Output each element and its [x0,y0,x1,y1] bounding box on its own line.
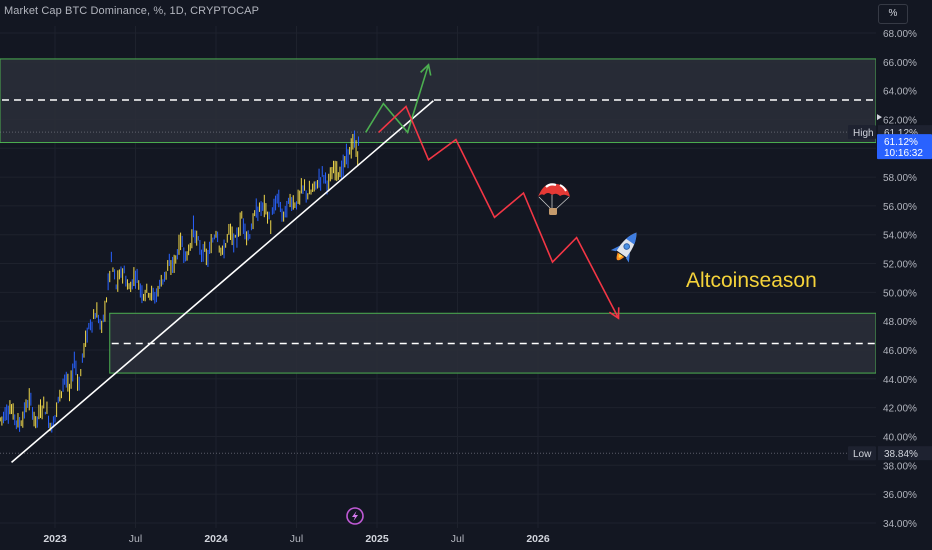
price-labels: High 61.12%Low 38.84%61.12%10:16:32 [848,114,932,461]
parachute-icon [538,183,570,215]
support-trendline [11,100,434,464]
axis-marker [877,114,882,121]
price-value-high: 61.12% [884,128,918,139]
bullish-projection [365,64,430,135]
y-tick-label: 48.00% [883,317,917,328]
y-tick-label: 56.00% [883,202,917,213]
last-price-value: 61.12% [884,137,918,148]
bearish-projection [378,105,620,319]
y-tick-label: 50.00% [883,288,917,299]
x-tick-label: 2023 [43,533,67,545]
price-axis: 68.00%66.00%64.00%62.00%60.00%58.00%56.0… [876,0,932,550]
x-tick-label: Jul [129,533,142,545]
projections [365,63,620,320]
last-price-countdown: 10:16:32 [884,148,923,159]
price-value-low: 38.84% [884,449,918,460]
time-axis: 2023 Jul 2024 Jul 2025 Jul 2026 [0,528,876,550]
x-tick-label: Jul [290,533,303,545]
y-tick-label: 46.00% [883,346,917,357]
y-tick-label: 44.00% [883,375,917,386]
y-tick-label: 64.00% [883,87,917,98]
price-tag-low [848,446,876,461]
time-axis-bg [0,528,876,550]
lightning-icon[interactable] [346,507,364,525]
x-tick-label: 2026 [526,533,550,545]
y-tick-label: 42.00% [883,404,917,415]
zones [0,58,877,454]
y-tick-label: 58.00% [883,173,917,184]
y-tick-label: 38.00% [883,461,917,472]
y-tick-label: 62.00% [883,115,917,126]
bearish-projection-arrowhead [608,307,620,320]
y-tick-label: 40.00% [883,432,917,443]
x-tick-label: 2025 [365,533,389,545]
y-tick-label: 34.00% [883,519,917,530]
last-price-box [877,134,932,160]
y-tick-label: 36.00% [883,490,917,501]
icons [346,183,637,525]
price-tag-label-low: Low [853,449,872,460]
x-tick-label: Jul [451,533,464,545]
y-tick-label: 54.00% [883,231,917,242]
y-tick-label: 66.00% [883,58,917,69]
x-tick-label: 2024 [204,533,228,545]
altcoinseason-annotation: Altcoinseason [686,269,817,292]
rocket-icon [610,232,637,263]
price-tag-label-high: High [853,128,874,139]
y-tick-label: 52.00% [883,260,917,271]
price-series [0,130,359,433]
chart-header-title: Market Cap BTC Dominance, %, 1D, CRYPTOC… [4,5,260,17]
trendline [11,100,434,464]
bullish-projection-arrowhead [420,63,432,76]
y-tick-label: 68.00% [883,29,917,40]
percent-scale-button[interactable]: % [878,4,908,24]
price-tag-high [848,125,876,140]
price-value-box [878,446,932,461]
